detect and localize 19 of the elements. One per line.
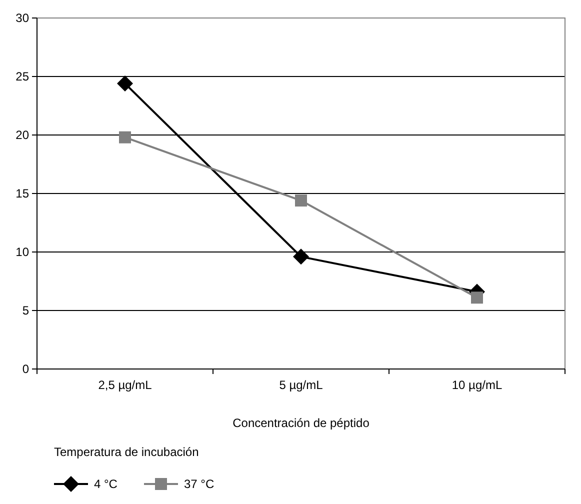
y-tick-label: 15 <box>16 186 30 201</box>
point <box>293 248 309 265</box>
y-tick-label: 25 <box>16 70 30 84</box>
point <box>295 194 307 207</box>
legend-label: 4 °C <box>94 477 118 491</box>
y-tick-label: 5 <box>22 304 30 318</box>
y-tick-label: 20 <box>16 128 30 142</box>
point <box>119 131 131 144</box>
y-tick-label: 0 <box>22 362 30 376</box>
legend-label: 37 °C <box>184 477 214 491</box>
x-tick-label: 2,5 µg/mL <box>98 378 152 392</box>
y-tick-label: 30 <box>16 11 30 26</box>
x-tick-label: 10 µg/mL <box>452 378 502 392</box>
x-tick-label: 5 µg/mL <box>279 378 324 392</box>
point <box>117 76 133 92</box>
point <box>471 292 483 304</box>
y-tick-label: 10 <box>16 245 30 260</box>
legend-title: Temperatura de incubación <box>54 445 199 459</box>
x-axis-title: Concentración de péptido <box>232 416 370 430</box>
